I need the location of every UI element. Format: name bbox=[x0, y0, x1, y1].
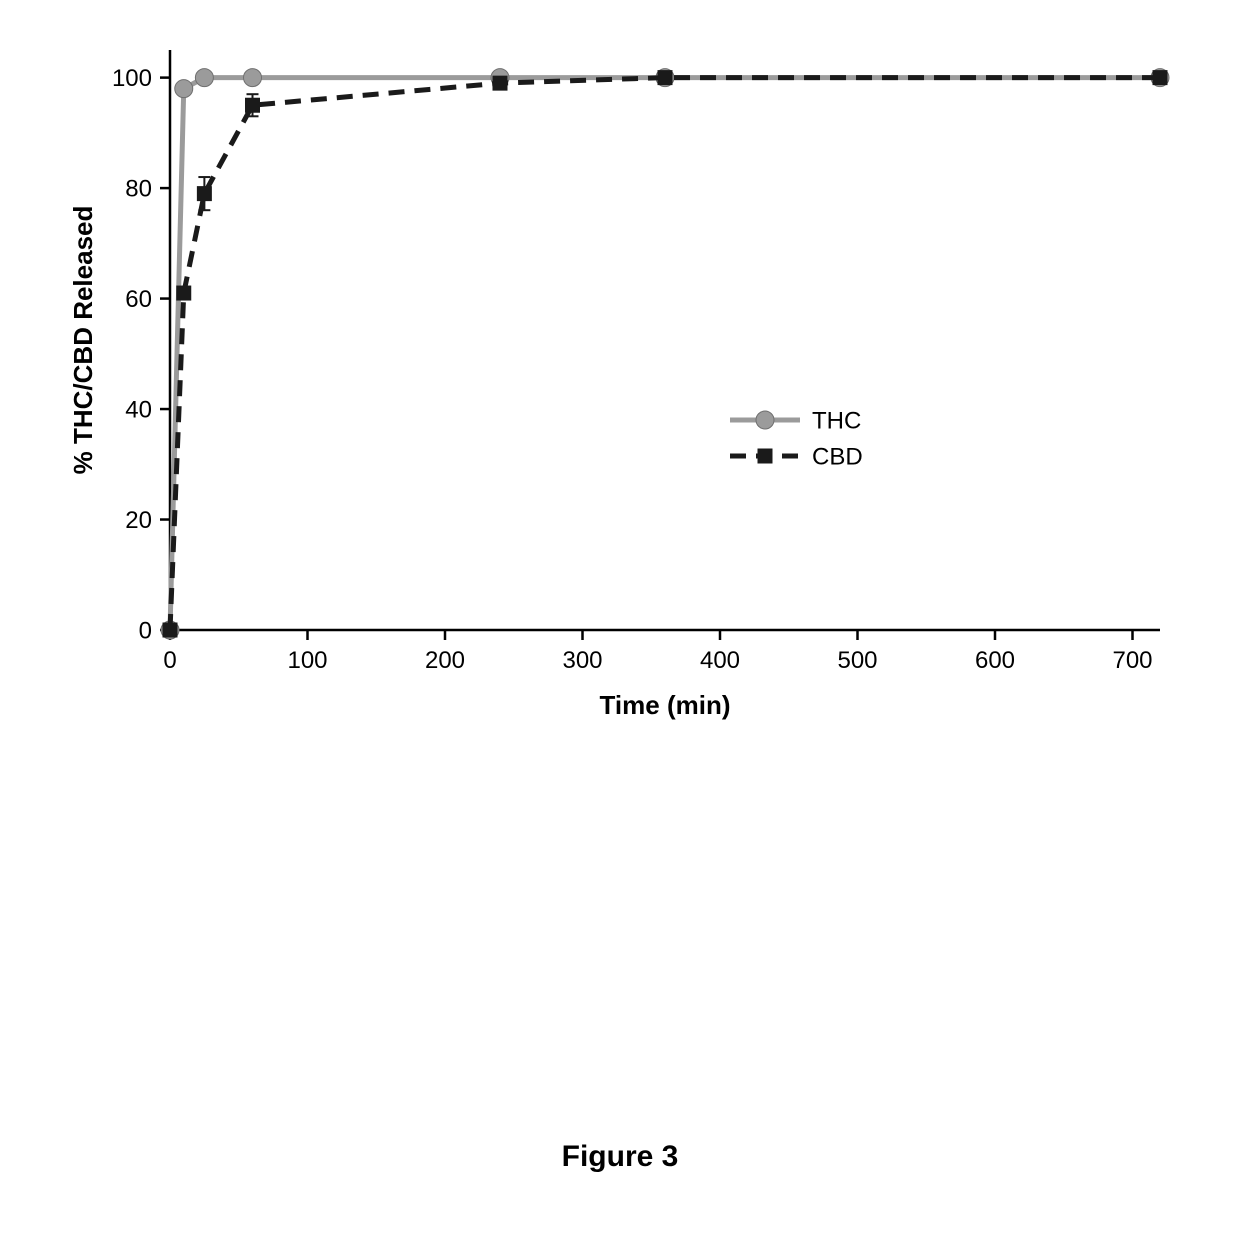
marker-square bbox=[658, 71, 672, 85]
legend-row: THC bbox=[730, 407, 861, 434]
legend-row: CBD bbox=[730, 443, 863, 470]
x-tick-label: 0 bbox=[163, 647, 176, 674]
y-tick-label: 40 bbox=[125, 396, 152, 423]
y-tick-label: 20 bbox=[125, 507, 152, 534]
x-tick-label: 100 bbox=[287, 647, 327, 674]
legend-marker-icon bbox=[758, 449, 772, 463]
figure-caption: Figure 3 bbox=[0, 1140, 1240, 1174]
marker-square bbox=[1153, 71, 1167, 85]
marker-square bbox=[177, 286, 191, 300]
y-tick-label: 0 bbox=[139, 617, 152, 644]
page: 0 100 200 300 400 500 600 700 0 20 40 60 80 100 Time (… bbox=[0, 0, 1240, 1246]
x-tick-label: 600 bbox=[975, 647, 1015, 674]
y-tick-label: 100 bbox=[112, 65, 152, 92]
marker-square bbox=[493, 76, 507, 90]
series-line-thc bbox=[170, 78, 1160, 630]
marker-square bbox=[246, 98, 260, 112]
legend: THC CBD bbox=[730, 407, 863, 470]
legend-label: THC bbox=[812, 407, 861, 434]
marker-circle bbox=[244, 69, 262, 87]
legend-marker-icon bbox=[756, 411, 774, 429]
marker-square bbox=[197, 187, 211, 201]
y-tick-label: 60 bbox=[125, 286, 152, 313]
x-tick-label: 200 bbox=[425, 647, 465, 674]
x-axis-label: Time (min) bbox=[600, 690, 731, 720]
y-tick-label: 80 bbox=[125, 175, 152, 202]
x-tick-label: 500 bbox=[837, 647, 877, 674]
x-tick-label: 400 bbox=[700, 647, 740, 674]
marker-circle bbox=[175, 80, 193, 98]
series-line-cbd bbox=[170, 78, 1160, 630]
y-axis-label: % THC/CBD Released bbox=[68, 206, 98, 475]
x-tick-label: 300 bbox=[562, 647, 602, 674]
release-chart: 0 100 200 300 400 500 600 700 0 20 40 60 80 100 Time (… bbox=[40, 20, 1200, 745]
x-tick-label: 700 bbox=[1112, 647, 1152, 674]
chart-svg: 0 100 200 300 400 500 600 700 0 20 40 60 80 100 Time (… bbox=[40, 20, 1200, 740]
legend-label: CBD bbox=[812, 443, 863, 470]
marker-circle bbox=[195, 69, 213, 87]
marker-square bbox=[163, 623, 177, 637]
